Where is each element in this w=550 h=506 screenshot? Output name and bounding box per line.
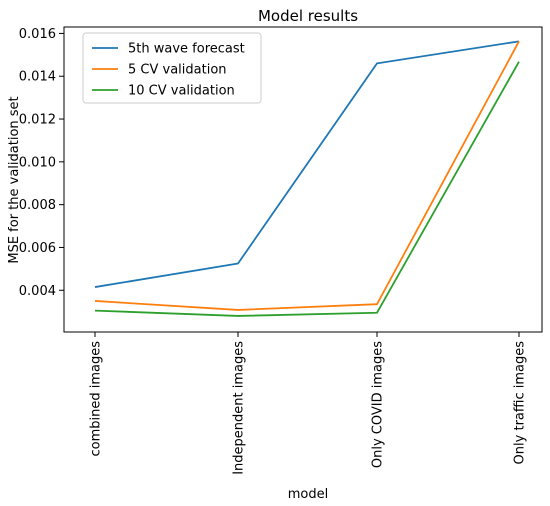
y-tick-label: 0.008 bbox=[19, 198, 56, 213]
x-axis: combined images Independent images Only CO… bbox=[89, 332, 528, 475]
legend-label-2: 5 CV validation bbox=[128, 63, 227, 78]
chart-title: Model results bbox=[258, 7, 358, 25]
plot-frame bbox=[63, 26, 543, 333]
x-tick-label: combined images bbox=[89, 341, 104, 457]
y-tick-label: 0.012 bbox=[19, 113, 56, 128]
x-tick-label: Only COVID images bbox=[371, 341, 386, 468]
legend-box bbox=[82, 32, 262, 104]
y-tick-label: 0.006 bbox=[19, 241, 56, 256]
legend-label-3: 10 CV validation bbox=[128, 84, 235, 99]
y-tick-label: 0.004 bbox=[19, 284, 56, 299]
x-tick-label: Independent images bbox=[232, 341, 247, 475]
legend: 5th wave forecast 5 CV validation 10 CV va… bbox=[82, 32, 262, 104]
y-axis: 0.004 0.006 0.008 0.010 0.012 0.014 0.016 bbox=[19, 27, 64, 299]
y-axis-label: MSE for the validation set bbox=[7, 96, 22, 263]
series-line-2 bbox=[94, 40, 520, 311]
series-lines bbox=[94, 40, 520, 317]
y-tick-label: 0.010 bbox=[19, 155, 56, 170]
y-tick-label: 0.014 bbox=[19, 70, 56, 85]
x-tick-label: Only traffic images bbox=[513, 341, 528, 465]
y-tick-label: 0.016 bbox=[19, 27, 56, 42]
series-line-1 bbox=[94, 40, 520, 288]
series-line-3 bbox=[94, 61, 520, 317]
legend-label-1: 5th wave forecast bbox=[128, 42, 245, 57]
x-axis-label: model bbox=[288, 487, 328, 502]
